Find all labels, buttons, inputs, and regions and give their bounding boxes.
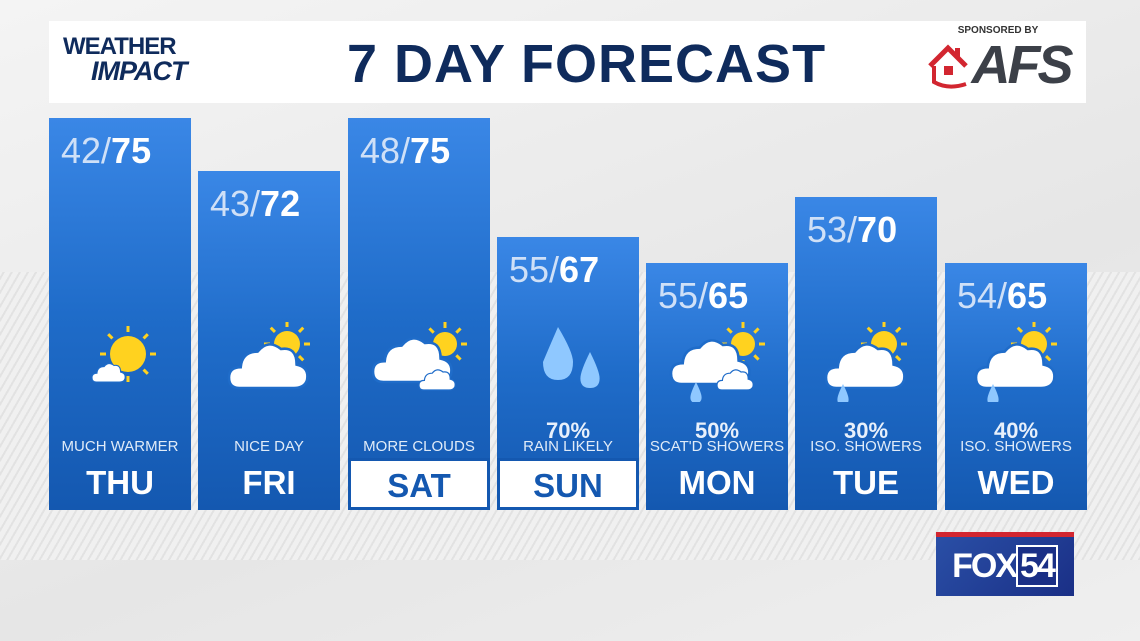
logo-line1: WEATHER	[63, 33, 177, 60]
high-temp: 67	[559, 249, 600, 290]
high-temp: 65	[1007, 275, 1048, 316]
precip-chance: 40%	[993, 418, 1039, 443]
day-label: THU	[86, 464, 154, 501]
description-text: ISO. SHOWERS	[960, 438, 1072, 455]
sun-with-small-cloud-icon	[91, 326, 156, 383]
day-label: SUN	[497, 458, 639, 510]
forecast-description: MORE CLOUDS	[348, 438, 490, 455]
logo-line2: IMPACT	[91, 56, 187, 86]
day-label: MON	[678, 464, 756, 501]
day-column-wed: 54/65 40% ISO. SHOWERS WED	[945, 263, 1087, 510]
description-text: MORE CLOUDS	[363, 438, 475, 455]
low-temp: 43/	[210, 183, 261, 224]
forecast-description: MUCH WARMER	[49, 438, 191, 455]
cloud-sun-icon	[227, 322, 310, 390]
description-text: NICE DAY	[234, 438, 304, 455]
description-text: SCAT'D SHOWERS	[649, 438, 785, 455]
clouds-sun-rain-icon	[669, 322, 765, 402]
forecast-description: NICE DAY	[198, 438, 340, 455]
temperature-range: 55/65	[658, 275, 748, 317]
page-title: 7 DAY FORECAST	[346, 34, 827, 94]
sponsor-name: AFS	[971, 35, 1074, 95]
afs-logo: AFS	[918, 38, 1078, 92]
forecast-description: 30% ISO. SHOWERS	[795, 418, 937, 455]
temperature-range: 54/65	[957, 275, 1047, 317]
day-label: FRI	[242, 464, 296, 501]
day-column-fri: 43/72 NICE DAY FRI	[198, 171, 340, 510]
forecast-description: 40% ISO. SHOWERS	[945, 418, 1087, 455]
day-label: WED	[977, 464, 1055, 501]
precip-chance: 70%	[545, 418, 591, 443]
high-temp: 75	[410, 130, 451, 171]
station-number: 54	[1016, 545, 1058, 587]
low-temp: 53/	[807, 209, 858, 250]
low-temp: 54/	[957, 275, 1008, 316]
cloud-sun-rain-icon	[824, 322, 907, 402]
high-temp: 72	[260, 183, 301, 224]
station-name: FOX	[952, 547, 1018, 585]
day-label: SAT	[348, 458, 490, 510]
weather-impact-logo: WEATHER IMPACT	[63, 33, 187, 86]
forecast-description: 50% SCAT'D SHOWERS	[646, 418, 788, 455]
fox54-logo: FOX 54	[936, 532, 1074, 596]
high-temp: 75	[111, 130, 152, 171]
description-text: ISO. SHOWERS	[810, 438, 922, 455]
sponsor: SPONSORED BY AFS	[918, 25, 1078, 92]
clouds-sun-icon	[371, 322, 467, 391]
precip-chance: 50%	[694, 418, 740, 443]
temperature-range: 55/67	[509, 249, 599, 291]
day-column-sun: 55/67 70% RAIN LIKELY SUN	[497, 237, 639, 510]
low-temp: 48/	[360, 130, 411, 171]
cloud-sun-rain-icon	[974, 322, 1057, 402]
day-column-mon: 55/65 50% SCAT'D SHOWERS MON	[646, 263, 788, 510]
temperature-range: 48/75	[360, 130, 450, 172]
high-temp: 65	[708, 275, 749, 316]
high-temp: 70	[857, 209, 898, 250]
header-bar: WEATHER IMPACT 7 DAY FORECAST SPONSORED …	[49, 21, 1086, 103]
low-temp: 55/	[658, 275, 709, 316]
day-label: TUE	[833, 464, 899, 501]
day-column-thu: 42/75 MUCH WARMER THU	[49, 118, 191, 510]
low-temp: 42/	[61, 130, 112, 171]
description-text: MUCH WARMER	[61, 438, 179, 455]
temperature-range: 53/70	[807, 209, 897, 251]
house-icon	[927, 44, 968, 89]
temperature-range: 42/75	[61, 130, 151, 172]
description-text: RAIN LIKELY	[523, 438, 613, 455]
sponsor-label: SPONSORED BY	[957, 25, 1039, 36]
raindrops-icon	[543, 327, 600, 388]
forecast-description: 70% RAIN LIKELY	[497, 418, 639, 455]
low-temp: 55/	[509, 249, 560, 290]
temperature-range: 43/72	[210, 183, 300, 225]
precip-chance: 30%	[843, 418, 889, 443]
day-column-sat: 48/75 MORE CLOUDS SAT	[348, 118, 490, 510]
day-column-tue: 53/70 30% ISO. SHOWERS TUE	[795, 197, 937, 510]
